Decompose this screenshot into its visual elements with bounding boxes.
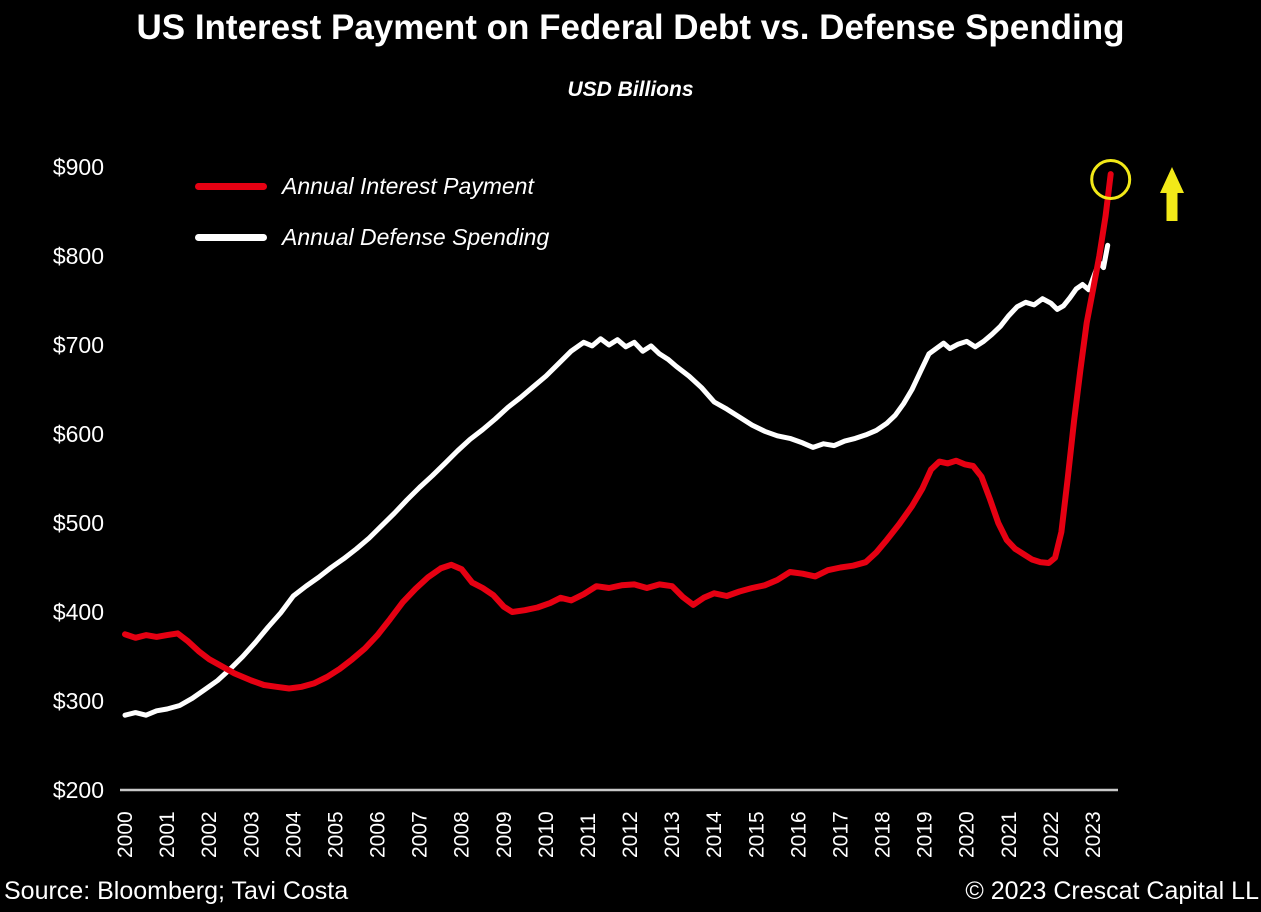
x-tick-label: 2012 bbox=[619, 811, 642, 858]
y-tick-label: $200 bbox=[53, 777, 104, 803]
x-tick-label: 2010 bbox=[535, 811, 558, 858]
x-tick-label: 2009 bbox=[493, 811, 516, 858]
x-tick-label: 2004 bbox=[282, 811, 305, 858]
x-tick-label: 2001 bbox=[156, 811, 179, 858]
legend-label-interest: Annual Interest Payment bbox=[282, 172, 534, 199]
y-tick-label: $400 bbox=[53, 599, 104, 625]
copyright-text: © 2023 Crescat Capital LL bbox=[965, 877, 1259, 905]
x-tick-label: 2016 bbox=[787, 811, 810, 858]
y-tick-label: $700 bbox=[53, 332, 104, 358]
x-tick-label: 2000 bbox=[114, 811, 137, 858]
chart-subtitle: USD Billions bbox=[567, 78, 694, 101]
x-tick-label: 2017 bbox=[829, 811, 852, 858]
chart-title: US Interest Payment on Federal Debt vs. … bbox=[136, 8, 1125, 47]
x-tick-label: 2015 bbox=[745, 811, 768, 858]
x-tick-label: 2011 bbox=[577, 813, 600, 858]
legend-swatch-interest-line bbox=[195, 182, 267, 190]
legend-label-defense: Annual Defense Spending bbox=[282, 223, 550, 250]
y-tick-label: $900 bbox=[53, 154, 104, 180]
x-tick-label: 2007 bbox=[409, 811, 432, 858]
legend-item-interest: Annual Interest Payment bbox=[195, 172, 549, 200]
legend-item-defense: Annual Defense Spending bbox=[195, 223, 549, 251]
x-tick-label: 2002 bbox=[198, 811, 221, 858]
x-tick-label: 2006 bbox=[367, 811, 390, 858]
series-line-annual-defense-spending bbox=[122, 242, 1111, 718]
x-tick-label: 2021 bbox=[998, 811, 1021, 858]
highlight-circle-annotation bbox=[1090, 159, 1132, 200]
legend: Annual Interest Payment Annual Defense S… bbox=[195, 172, 549, 274]
x-tick-label: 2008 bbox=[451, 811, 474, 858]
legend-swatch-defense-line bbox=[195, 233, 267, 241]
up-arrow-icon bbox=[1160, 167, 1184, 221]
x-tick-label: 2014 bbox=[703, 811, 726, 858]
x-tick-label: 2020 bbox=[956, 811, 979, 858]
x-tick-label: 2003 bbox=[240, 811, 263, 858]
x-tick-label: 2005 bbox=[324, 811, 347, 858]
x-tick-label: 2022 bbox=[1040, 811, 1063, 858]
x-tick-label: 2019 bbox=[914, 811, 937, 858]
x-tick-label: 2023 bbox=[1082, 811, 1105, 858]
x-tick-label: 2018 bbox=[872, 811, 895, 858]
source-text: Source: Bloomberg; Tavi Costa bbox=[4, 877, 349, 905]
y-tick-label: $500 bbox=[53, 510, 104, 536]
x-tick-label: 2013 bbox=[661, 811, 684, 858]
y-tick-label: $600 bbox=[53, 421, 104, 447]
y-tick-label: $300 bbox=[53, 688, 104, 714]
y-tick-label: $800 bbox=[53, 243, 104, 269]
series-line-annual-interest-payment bbox=[122, 171, 1114, 692]
